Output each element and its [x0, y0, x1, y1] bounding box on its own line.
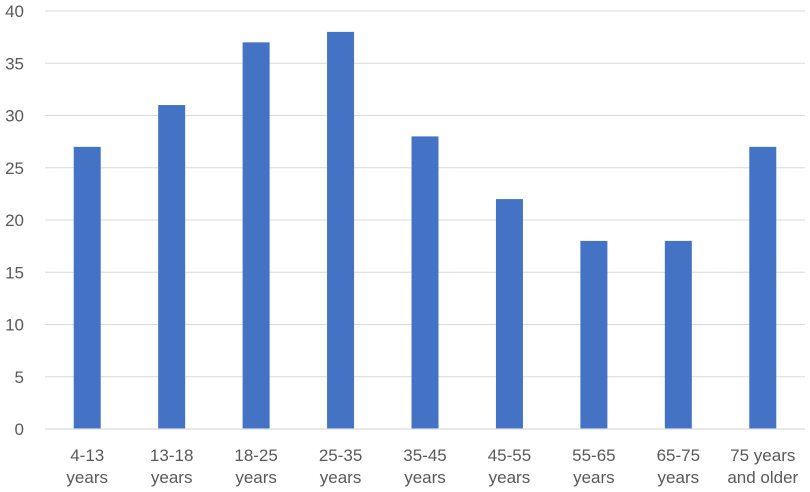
- x-tick-label-line: and older: [727, 468, 798, 487]
- x-tick-label-line: years: [320, 468, 362, 487]
- bars: [73, 31, 777, 430]
- y-tick-label: 35: [5, 54, 24, 73]
- bar: [73, 146, 101, 429]
- y-tick-label: 0: [15, 420, 24, 439]
- y-tick-label: 25: [5, 159, 24, 178]
- y-tick-label: 30: [5, 107, 24, 126]
- x-tick-label-line: 45-55: [488, 446, 531, 465]
- bar: [158, 105, 186, 430]
- x-tick-label-line: 4-13: [70, 446, 104, 465]
- x-tick-label-line: 35-45: [403, 446, 446, 465]
- x-tick-label: 75 years and older: [727, 446, 798, 487]
- bar: [327, 31, 355, 430]
- bar: [242, 42, 270, 429]
- x-tick-label: 35-45 years: [403, 446, 446, 487]
- bar: [749, 146, 777, 429]
- x-tick-label-line: 18-25: [234, 446, 277, 465]
- bar: [495, 199, 523, 429]
- y-tick-label: 5: [15, 368, 24, 387]
- x-tick-label: 4-13 years: [66, 446, 108, 487]
- x-tick-label: 45-55 years: [488, 446, 531, 487]
- x-tick-label-line: 13-18: [150, 446, 193, 465]
- bar: [580, 240, 608, 429]
- y-tick-label: 40: [5, 2, 24, 21]
- y-tick-label: 15: [5, 263, 24, 282]
- x-tick-label-line: 75 years: [730, 446, 795, 465]
- x-tick-label: 65-75 years: [657, 446, 700, 487]
- x-tick-label-line: years: [66, 468, 108, 487]
- bar: [411, 136, 439, 429]
- y-tick-label: 10: [5, 316, 24, 335]
- x-tick-label-line: years: [235, 468, 277, 487]
- x-tick-label: 13-18 years: [150, 446, 193, 487]
- y-tick-label: 20: [5, 211, 24, 230]
- x-tick-label-line: years: [658, 468, 700, 487]
- x-tick-label-line: years: [151, 468, 193, 487]
- x-tick-label-line: years: [489, 468, 531, 487]
- x-tick-label: 25-35 years: [319, 446, 362, 487]
- x-tick-label-line: years: [573, 468, 615, 487]
- bar: [664, 240, 692, 429]
- x-tick-label: 55-65 years: [572, 446, 615, 487]
- x-tick-label-line: years: [404, 468, 446, 487]
- x-tick-label-line: 25-35: [319, 446, 362, 465]
- x-tick-label: 18-25 years: [234, 446, 277, 487]
- x-tick-label-line: 55-65: [572, 446, 615, 465]
- y-axis-ticks: 0 5 10 15 20 25 30 35 40: [5, 2, 24, 439]
- x-tick-label-line: 65-75: [657, 446, 700, 465]
